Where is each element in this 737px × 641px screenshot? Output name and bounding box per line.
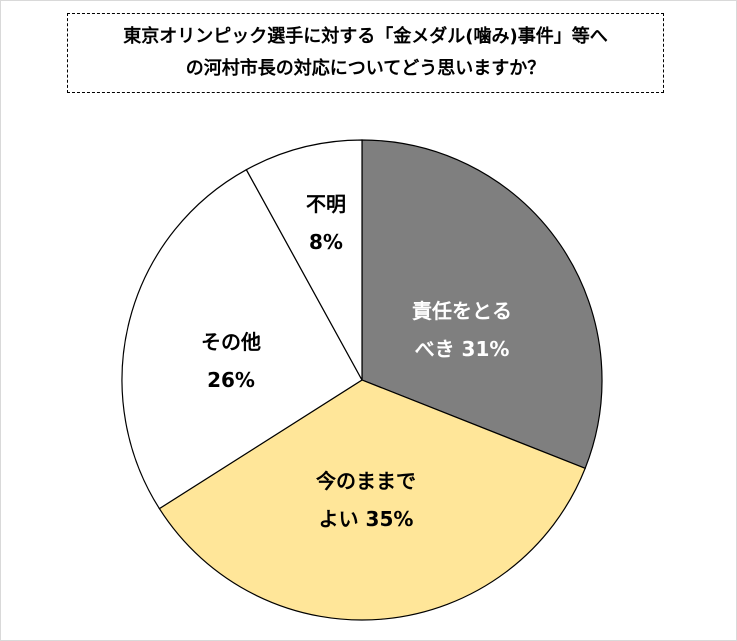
slice-label-3-line-1: 8% [309, 230, 343, 254]
pie-slice-2 [121, 168, 363, 510]
slice-label-2-line-1: 26% [207, 368, 255, 392]
slice-label-1-line-0: 今のままで [316, 469, 416, 493]
slice-label-3-line-0: 不明 [306, 192, 346, 216]
slice-label-3: 不明 8% [306, 192, 346, 254]
slice-label-2: その他 26% [201, 330, 261, 392]
slice-label-0-line-0: 責任をとる [412, 299, 512, 323]
chart-title-line-2: の河村市長の対応についてどう思いますか？ [185, 58, 546, 79]
slice-label-1: 今のままでよい 35% [316, 469, 416, 531]
slice-label-1-line-1: よい 35% [319, 507, 414, 531]
slice-label-0-line-1: べき 31% [415, 337, 510, 361]
pie-slice-3 [245, 139, 363, 381]
chart-title: 東京オリンピック選手に対する「金メダル(噛み)事件」等へ の河村市長の対応につい… [67, 13, 664, 93]
slice-label-0: 責任をとるべき 31% [412, 299, 512, 361]
chart-title-line-1: 東京オリンピック選手に対する「金メダル(噛み)事件」等へ [123, 26, 608, 47]
slice-label-2-line-0: その他 [201, 330, 261, 354]
pie-slice-1 [158, 379, 586, 621]
pie-slice-0 [361, 139, 603, 470]
